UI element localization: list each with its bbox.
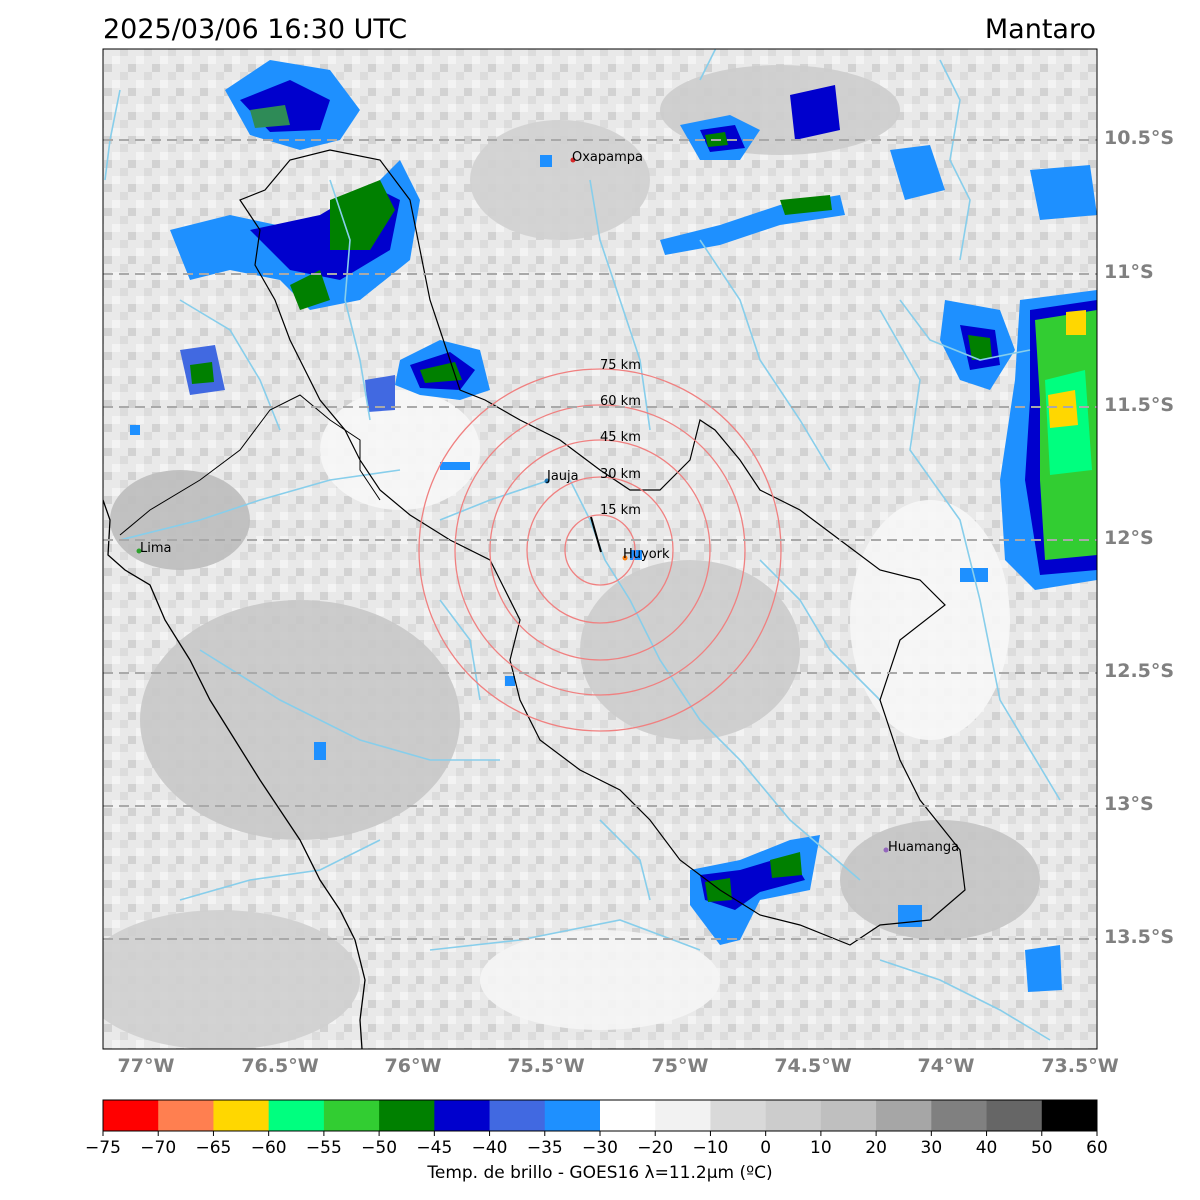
colorbar-tick-label: −60	[250, 1138, 287, 1158]
latitude-gridlines	[103, 139, 1097, 940]
colorbar-cell	[379, 1100, 435, 1131]
colorbar-cell	[710, 1100, 767, 1131]
colorbar-ticks	[102, 1131, 1098, 1136]
colorbar-cell	[434, 1100, 491, 1131]
colorbar-tick-label: 20	[865, 1138, 887, 1158]
river-network	[104, 49, 1061, 1041]
ring-label-30km: 30 km	[600, 467, 641, 482]
lat-label-13s: 13°S	[1104, 793, 1154, 815]
colorbar-tick-label: 10	[810, 1138, 832, 1158]
range-ring-45km	[489, 439, 711, 661]
colorbar-tick-label: −75	[85, 1138, 121, 1158]
city-dot-huamanga	[883, 847, 889, 853]
region-boundary	[119, 394, 381, 536]
city-label-oxapampa: Oxapampa	[572, 150, 643, 165]
colorbar-tick-label: −20	[637, 1138, 674, 1158]
colorbar-tick-label: −55	[305, 1138, 342, 1158]
colorbar-cell	[1041, 1100, 1098, 1131]
ring-label-15km: 15 km	[600, 503, 641, 518]
colorbar-cell	[489, 1100, 546, 1131]
convective-cell-south	[690, 835, 1062, 992]
colorbar-cell	[655, 1100, 711, 1131]
city-label-lima: Lima	[140, 541, 171, 556]
colorbar-tick-label: 40	[975, 1138, 998, 1158]
colorbar-cell	[765, 1100, 822, 1131]
city-label-huamanga: Huamanga	[888, 840, 959, 855]
lon-label-75w: 75°W	[651, 1055, 709, 1077]
lon-label-77w: 77°W	[117, 1055, 175, 1077]
colorbar-cell	[931, 1100, 988, 1131]
lon-label-73-5w: 73.5°W	[1041, 1055, 1119, 1077]
colorbar-tick-label: 50	[1030, 1138, 1053, 1158]
map-frame	[102, 48, 1098, 1050]
convective-cell-central	[365, 340, 490, 412]
lat-label-13-5s: 13.5°S	[1104, 926, 1175, 948]
city-dot-oxapampa	[570, 157, 576, 163]
range-rings	[418, 368, 782, 732]
lat-label-11s: 11°S	[1104, 261, 1154, 283]
colorbar-tick-label: 30	[920, 1138, 943, 1158]
colorbar-tick-label: −30	[582, 1138, 618, 1158]
colorbar-cell	[268, 1100, 325, 1131]
city-markers: Oxapampa Jauja Huyork Lima Huamanga	[136, 150, 959, 855]
colorbar-tick-label: −40	[471, 1138, 508, 1158]
radar-azimuth-line	[590, 516, 602, 553]
range-ring-60km	[454, 404, 746, 696]
colorbar-cell	[876, 1100, 932, 1131]
lat-label-12-5s: 12.5°S	[1104, 660, 1175, 682]
colorbar-tick-label: −10	[692, 1138, 729, 1158]
lon-label-74w: 74°W	[917, 1055, 975, 1077]
colorbar-tick-label: 0	[760, 1138, 772, 1158]
ring-label-75km: 75 km	[600, 358, 641, 373]
city-dot-lima	[136, 548, 142, 554]
colorbar-tick-label: 60	[1086, 1138, 1108, 1158]
map-area: 75 km 60 km 45 km 30 km 15 km Oxapampa J…	[103, 49, 1097, 1049]
colorbar-tick-label: −35	[526, 1138, 563, 1158]
colorbar-cell	[103, 1100, 159, 1131]
lat-label-11-5s: 11.5°S	[1104, 394, 1175, 416]
convective-cell-east	[940, 290, 1097, 590]
ring-label-45km: 45 km	[600, 430, 641, 445]
pacific-coastline	[103, 499, 366, 1049]
city-dot-jauja	[544, 478, 550, 484]
warm-ground-patches	[103, 65, 1040, 1049]
colorbar	[103, 1100, 1098, 1131]
lat-label-12s: 12°S	[1104, 527, 1154, 549]
convective-cell-north	[660, 85, 1097, 255]
lon-label-74-5w: 74.5°W	[774, 1055, 852, 1077]
colorbar-cell	[986, 1100, 1043, 1131]
ring-label-60km: 60 km	[600, 394, 641, 409]
range-ring-30km	[526, 476, 674, 624]
colorbar-cell	[158, 1100, 214, 1131]
convective-cell-northwest	[170, 60, 420, 395]
lon-label-75-5w: 75.5°W	[507, 1055, 585, 1077]
city-label-huyork: Huyork	[623, 547, 670, 562]
lon-label-76-5w: 76.5°W	[241, 1055, 319, 1077]
colorbar-tick-label: −70	[140, 1138, 177, 1158]
basin-boundary	[239, 149, 966, 946]
colorbar-tick-label: −50	[361, 1138, 398, 1158]
colorbar-tick-label: −65	[195, 1138, 232, 1158]
map-region-title: Mantaro	[984, 14, 1096, 45]
colorbar-tick-label: −45	[416, 1138, 453, 1158]
colorbar-cell	[213, 1100, 270, 1131]
lon-label-76w: 76°W	[384, 1055, 442, 1077]
colorbar-cell	[323, 1100, 380, 1131]
colorbar-cell	[600, 1100, 656, 1131]
city-dot-huyork	[622, 555, 628, 561]
range-ring-75km	[418, 368, 782, 732]
colorbar-cell	[544, 1100, 601, 1131]
colorbar-title: Temp. de brillo - GOES16 λ=11.2μm (ºC)	[427, 1163, 773, 1183]
city-label-jauja: Jauja	[546, 469, 579, 484]
map-datetime: 2025/03/06 16:30 UTC	[103, 14, 408, 45]
colorbar-cell	[820, 1100, 877, 1131]
range-ring-15km	[564, 514, 636, 586]
lat-label-10-5s: 10.5°S	[1104, 127, 1175, 149]
